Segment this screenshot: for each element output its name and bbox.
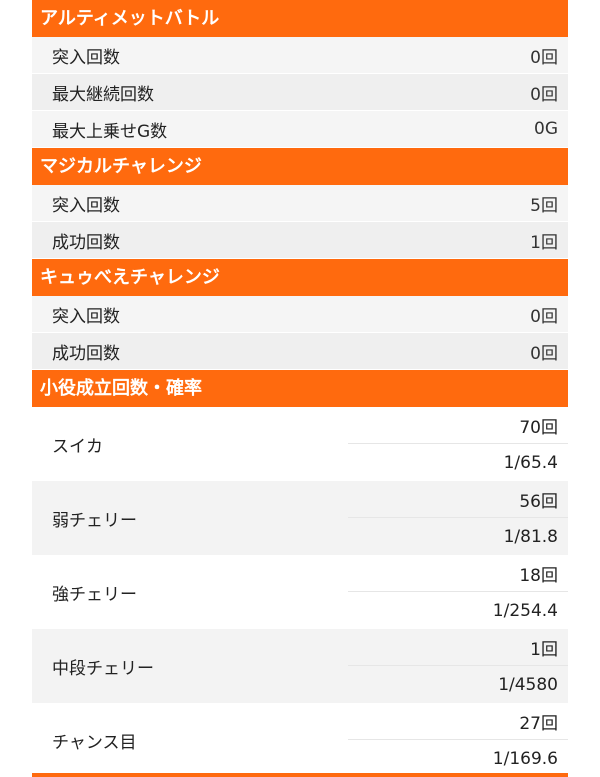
section-header-kyubey-challenge: キュゥべえチャレンジ [32,259,568,296]
koyaku-row-middle-cherry: 中段チェリー 1回 1/4580 [32,629,568,703]
section-header-magical-challenge: マジカルチャレンジ [32,148,568,185]
koyaku-probability: 1/81.8 [503,526,558,547]
row-label: 最大上乗せG数 [52,121,168,142]
koyaku-label: チャンス目 [52,732,137,753]
row-value: 0回 [530,84,558,105]
row-kyubey-success: 成功回数 0回 [32,333,568,370]
stats-panel: アルティメットバトル 突入回数 0回 最大継続回数 0回 最大上乗せG数 0G … [32,0,568,777]
row-value: 1回 [530,232,558,253]
koyaku-count: 27回 [348,703,568,740]
row-magical-entries: 突入回数 5回 [32,185,568,222]
row-label: 成功回数 [52,232,120,253]
koyaku-label: スイカ [52,436,103,457]
koyaku-count: 56回 [348,481,568,518]
koyaku-count: 18回 [348,555,568,592]
koyaku-probability: 1/169.6 [492,748,558,769]
row-label: 突入回数 [52,47,120,68]
row-label: 成功回数 [52,343,120,364]
koyaku-probability: 1/254.4 [492,600,558,621]
row-value: 0回 [530,306,558,327]
row-value: 0G [534,119,558,139]
next-section-header-edge [32,773,568,777]
row-label: 突入回数 [52,306,120,327]
koyaku-probability: 1/4580 [498,674,558,695]
row-value: 0回 [530,343,558,364]
row-value: 5回 [530,195,558,216]
row-magical-success: 成功回数 1回 [32,222,568,259]
section-header-koyaku: 小役成立回数・確率 [32,370,568,407]
row-ultimate-entries: 突入回数 0回 [32,37,568,74]
koyaku-row-suika: スイカ 70回 1/65.4 [32,407,568,481]
section-header-ultimate-battle: アルティメットバトル [32,0,568,37]
row-ultimate-max-streak: 最大継続回数 0回 [32,74,568,111]
koyaku-row-weak-cherry: 弱チェリー 56回 1/81.8 [32,481,568,555]
row-label: 突入回数 [52,195,120,216]
row-label: 最大継続回数 [52,84,154,105]
koyaku-label: 強チェリー [52,584,137,605]
koyaku-label: 中段チェリー [52,658,154,679]
koyaku-label: 弱チェリー [52,510,137,531]
koyaku-count: 70回 [348,407,568,444]
row-kyubey-entries: 突入回数 0回 [32,296,568,333]
koyaku-probability: 1/65.4 [503,452,558,473]
koyaku-row-strong-cherry: 強チェリー 18回 1/254.4 [32,555,568,629]
row-ultimate-max-games: 最大上乗せG数 0G [32,111,568,148]
koyaku-row-chance-me: チャンス目 27回 1/169.6 [32,703,568,777]
koyaku-count: 1回 [348,629,568,666]
row-value: 0回 [530,47,558,68]
